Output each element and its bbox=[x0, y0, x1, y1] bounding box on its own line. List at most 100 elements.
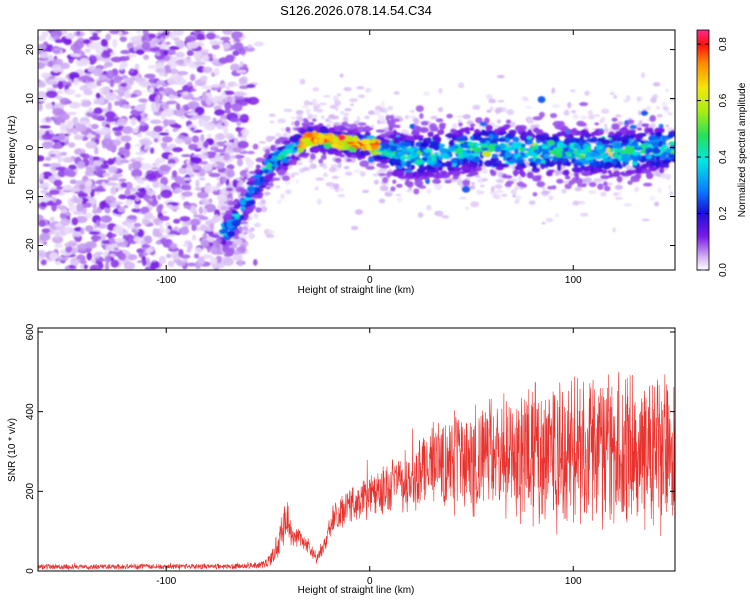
spectrogram-cell bbox=[514, 148, 519, 155]
spectrogram-cell bbox=[650, 97, 657, 104]
snr-ytick-label: 200 bbox=[25, 483, 36, 500]
spectrogram-cell bbox=[169, 31, 176, 40]
spectrogram-blobs bbox=[38, 30, 675, 270]
spectrogram-cell bbox=[486, 124, 492, 131]
spectrogram-cell bbox=[46, 200, 54, 206]
spectrogram-cell bbox=[190, 156, 202, 164]
spectrogram-cell bbox=[225, 187, 234, 192]
spectrogram-cell bbox=[268, 172, 276, 177]
spectrogram-cell bbox=[379, 185, 389, 192]
spectrogram-cell bbox=[199, 75, 208, 83]
spectrogram-cell bbox=[561, 188, 567, 194]
spectrogram-cell bbox=[285, 145, 293, 150]
spectrogram-cell bbox=[441, 170, 447, 177]
spectrogram-cell bbox=[172, 30, 177, 33]
spectrogram-cell bbox=[225, 54, 235, 63]
colorbar-tick-label: 0.0 bbox=[718, 263, 729, 277]
spectrogram-cell bbox=[623, 155, 632, 162]
spectrogram-cell bbox=[424, 152, 430, 157]
spectrogram-cell bbox=[84, 225, 94, 232]
spectrogram-cell bbox=[595, 145, 601, 152]
spectrogram-cell bbox=[480, 129, 486, 136]
spectrogram-cell bbox=[166, 253, 172, 259]
spectrogram-cell bbox=[157, 30, 163, 34]
spectrogram-cell bbox=[264, 148, 271, 155]
spectrogram-cell bbox=[213, 137, 219, 144]
spectrogram-cell bbox=[246, 83, 256, 88]
spectrogram-cell bbox=[611, 123, 620, 131]
spectrogram-cell bbox=[580, 115, 587, 120]
spectrogram-cell bbox=[334, 188, 339, 193]
spectrogram-cell bbox=[552, 157, 558, 163]
spectrogram-cell bbox=[406, 161, 412, 169]
spectrogram-cell bbox=[76, 160, 86, 170]
spectrogram-cell bbox=[386, 171, 392, 178]
spectrogram-cell bbox=[186, 50, 194, 57]
spectrogram-cell bbox=[285, 156, 292, 160]
spectrogram-cell bbox=[89, 197, 97, 205]
spectrogram-cell bbox=[508, 129, 517, 135]
spectrogram-cell bbox=[473, 146, 481, 153]
spectrogram-cell bbox=[236, 158, 244, 167]
spectrogram-cell bbox=[191, 115, 204, 119]
spectrogram-cell bbox=[253, 212, 259, 219]
spectrogram-cell bbox=[212, 214, 220, 223]
spectrogram-cell bbox=[510, 189, 517, 196]
spectrogram-cell bbox=[146, 189, 156, 196]
spectrogram-cell bbox=[471, 182, 475, 186]
spectrogram-cell bbox=[479, 184, 486, 188]
spectrogram-cell bbox=[290, 121, 295, 126]
spectrogram-cell bbox=[526, 171, 534, 179]
spectrogram-cell bbox=[627, 180, 633, 185]
spectrogram-cell bbox=[145, 247, 154, 253]
spectrogram-cell bbox=[181, 164, 187, 169]
spectrogram-cell bbox=[63, 226, 75, 234]
spectrogram-cell bbox=[182, 136, 193, 143]
spectrogram-cell bbox=[441, 215, 450, 219]
spectrogram-cell bbox=[457, 119, 463, 124]
snr-xtick-label: 0 bbox=[367, 576, 373, 587]
spectrogram-cell bbox=[211, 143, 219, 147]
spectrogram-cell bbox=[59, 212, 67, 220]
spectrogram-cell bbox=[155, 52, 161, 57]
spectrogram-cell bbox=[275, 185, 281, 189]
spectrogram-cell bbox=[587, 114, 595, 120]
spectrogram-cell bbox=[107, 101, 112, 111]
spectrogram-cell bbox=[317, 143, 325, 149]
spectrogram-cell bbox=[99, 86, 110, 96]
snr-series-line bbox=[38, 371, 675, 571]
spectrogram-cell bbox=[637, 127, 643, 131]
spectrogram-cell bbox=[319, 125, 329, 133]
spectrogram-cell bbox=[398, 175, 408, 180]
spectrogram-cell bbox=[612, 227, 616, 233]
spectrogram-cell bbox=[620, 172, 631, 177]
spectrogram-cell bbox=[223, 142, 233, 146]
spectrogram-cell bbox=[260, 198, 266, 205]
spectrogram-cell bbox=[166, 76, 178, 86]
spectrogram-cell bbox=[568, 179, 575, 186]
spectrogram-cell bbox=[597, 183, 604, 190]
spectrogram-cell bbox=[184, 35, 196, 43]
spectrogram-cell bbox=[382, 176, 389, 184]
spectrogram-cell bbox=[109, 253, 116, 258]
spectrogram-cell bbox=[65, 245, 73, 253]
spectrogram-cell bbox=[485, 140, 491, 145]
spectrogram-cell bbox=[181, 259, 189, 263]
spectrogram-cell bbox=[356, 86, 365, 90]
spectrogram-cell bbox=[450, 157, 458, 164]
spectrogram-cell bbox=[136, 114, 142, 122]
spectrogram-cell bbox=[158, 183, 165, 188]
spectrogram-cell bbox=[352, 169, 362, 173]
spectrogram-cell bbox=[165, 41, 171, 46]
spectrogram-cell bbox=[52, 237, 63, 244]
spectrogram-cell bbox=[585, 138, 593, 142]
spectrogram-cell bbox=[253, 258, 258, 266]
spectrogram-cell bbox=[223, 228, 228, 234]
spectrogram-cell bbox=[148, 86, 155, 95]
spectrogram-cell bbox=[38, 35, 47, 42]
spectrogram-cell bbox=[130, 187, 136, 192]
spectrogram-cell bbox=[419, 128, 428, 133]
spectrogram-cell bbox=[79, 183, 86, 190]
spectrogram-cell bbox=[280, 158, 290, 163]
